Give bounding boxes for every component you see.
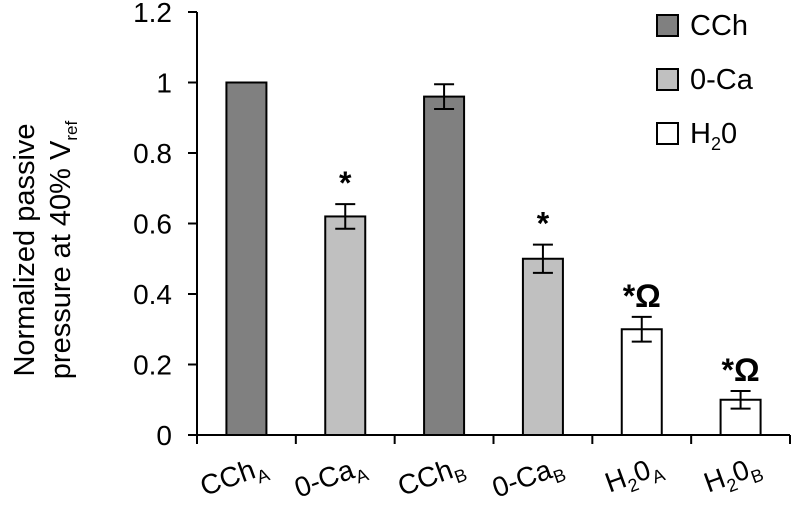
y-tick-label: 1 (156, 68, 172, 99)
x-axis (196, 434, 791, 444)
y-tick-label: 0.2 (133, 350, 172, 381)
y-tick-label: 0.4 (133, 279, 172, 310)
legend-label: CCh (690, 10, 748, 42)
x-tick-labels: CChA 0-CaA CChB 0-CaB H20A H20B (196, 450, 767, 509)
bar (521, 257, 564, 436)
legend-label: H20 (690, 118, 737, 154)
legend-swatch (656, 68, 679, 91)
legend-swatch (656, 14, 679, 37)
significance-marker: *Ω (623, 278, 661, 314)
x-tick-label: H20B (700, 450, 767, 504)
legend-swatch (656, 122, 679, 145)
x-tick-label: CChB (394, 450, 470, 507)
bar (620, 328, 663, 436)
significance-marker: *Ω (722, 352, 760, 388)
x-tick-label: CChA (196, 450, 272, 507)
x-tick-label: 0-CaB (488, 450, 569, 509)
y-tick-label: 1.2 (133, 0, 172, 28)
y-axis-label: Normalized passive pressure at 40% Vref (9, 121, 81, 380)
y-label-line-2: pressure at 40% Vref (45, 121, 81, 380)
bar (324, 215, 367, 436)
x-tick-label: H20A (601, 450, 668, 504)
bars: * * *Ω *Ω (225, 81, 762, 436)
legend: CCh 0-Ca H20 (656, 10, 754, 154)
significance-marker: * (339, 165, 352, 201)
y-tick-label: 0.8 (133, 138, 172, 169)
y-label-line-1: Normalized passive (9, 123, 41, 376)
y-tick-label: 0 (156, 420, 172, 451)
significance-marker: * (537, 206, 550, 242)
bar (225, 81, 268, 436)
y-tick-label: 0.6 (133, 209, 172, 240)
bar (423, 95, 466, 436)
x-tick-label: 0-CaA (290, 450, 371, 509)
y-axis: 0 0.2 0.4 0.6 0.8 1 1.2 (133, 0, 198, 451)
legend-label: 0-Ca (690, 64, 754, 96)
